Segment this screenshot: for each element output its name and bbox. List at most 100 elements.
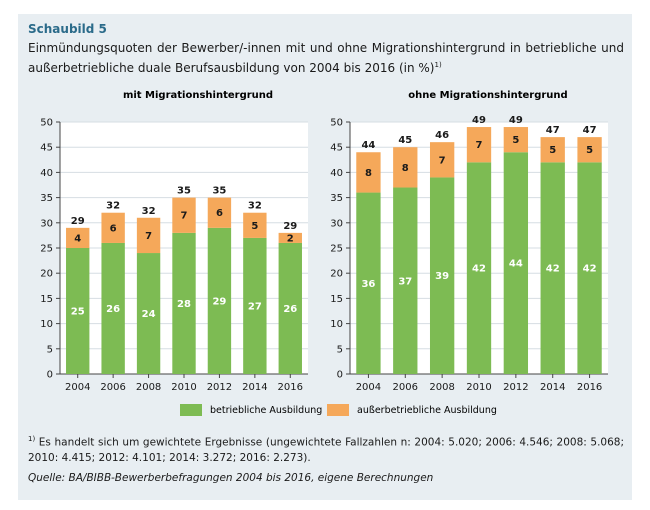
c0-total-label: 32	[248, 201, 262, 212]
c0-total-label: 29	[283, 221, 297, 232]
chart-without-migration: 0 5 10 15 20 25 30 35 40 45 50 36 8 44 2004 37 8 45 2006 39…	[330, 115, 608, 393]
c0-bar-green	[278, 242, 302, 374]
c1-total-label: 49	[472, 115, 486, 126]
c0-data-label-orange: 2	[287, 233, 294, 244]
c0-total-label: 32	[106, 201, 120, 212]
legend-item-green: betriebliche Ausbildung	[180, 404, 322, 416]
c1-bar-orange	[540, 137, 565, 163]
c0-y-tick-label: 40	[40, 168, 53, 179]
c1-y-tick-label: 30	[330, 218, 343, 229]
c0-data-label-green: 25	[71, 307, 85, 318]
c0-bar-orange	[101, 212, 125, 243]
legend-item-orange: außerbetriebliche Ausbildung	[327, 404, 497, 416]
footnote-text: Es handelt sich um gewichtete Ergebnisse…	[28, 436, 625, 464]
c1-bar-green	[466, 162, 492, 374]
c1-x-tick-label: 2006	[393, 382, 418, 393]
c0-x-tick-label: 2008	[136, 382, 161, 393]
c0-bar-green	[66, 248, 90, 374]
c1-data-label-orange: 7	[476, 140, 483, 151]
c0-data-label-orange: 5	[251, 221, 258, 232]
c0-y-tick-label: 45	[40, 143, 53, 154]
c0-data-label-orange: 6	[216, 208, 223, 219]
c0-data-label-green: 26	[106, 304, 120, 315]
c0-bar-orange	[278, 232, 302, 243]
chart-title-with-migration: mit Migrationshintergrund	[122, 90, 274, 101]
c0-y-tick-label: 25	[40, 244, 53, 255]
c1-y-tick-label: 5	[337, 344, 343, 355]
c1-bar-orange	[466, 127, 492, 163]
chart-title-without-migration: ohne Migrationshintergrund	[408, 90, 568, 101]
c1-data-label-orange: 5	[549, 145, 556, 156]
c1-x-tick-label: 2016	[577, 382, 602, 393]
c1-bar-orange	[429, 142, 455, 178]
c1-y-tick-label: 45	[330, 143, 343, 154]
figure-label: Schaubild 5	[28, 22, 107, 36]
c1-bar-green	[429, 177, 455, 374]
legend-label-green: betriebliche Ausbildung	[210, 404, 323, 416]
c1-y-tick-label: 35	[330, 193, 343, 204]
c1-bar-orange	[503, 127, 529, 153]
c1-x-tick-label: 2014	[540, 382, 565, 393]
c0-data-label-orange: 7	[181, 211, 188, 222]
c0-y-tick-label: 10	[40, 319, 53, 330]
c1-total-label: 46	[435, 130, 449, 141]
c1-data-label-green: 42	[546, 264, 560, 275]
c0-bar-orange	[207, 197, 232, 228]
c1-y-tick-label: 0	[337, 370, 343, 381]
c0-y-tick-label: 15	[40, 294, 53, 305]
c0-data-label-green: 24	[142, 309, 156, 320]
c1-total-label: 45	[398, 135, 412, 146]
c0-y-tick-label: 35	[40, 193, 53, 204]
c1-bar-green	[540, 162, 565, 374]
c0-bar-green	[243, 237, 267, 374]
c0-x-tick-label: 2006	[100, 382, 125, 393]
figure-caption: Einmündungsquoten der Bewerber/-innen mi…	[28, 40, 624, 77]
c1-x-tick-label: 2010	[466, 382, 491, 393]
legend-swatch-orange	[327, 404, 349, 416]
c1-bar-green	[393, 187, 418, 374]
c0-bar-orange	[66, 227, 90, 248]
caption-note-marker: 1)	[434, 61, 442, 69]
source-note: Quelle: BA/BIBB-Bewerberbefragungen 2004…	[28, 472, 434, 484]
c0-data-label-green: 28	[177, 299, 191, 310]
c1-data-label-green: 42	[583, 264, 597, 275]
c1-data-label-green: 39	[435, 271, 449, 282]
c0-x-tick-label: 2004	[65, 382, 90, 393]
c1-data-label-orange: 8	[402, 163, 409, 174]
c0-x-tick-label: 2014	[242, 382, 267, 393]
c1-total-label: 49	[509, 115, 523, 126]
c0-data-label-orange: 7	[145, 231, 152, 242]
c0-data-label-green: 27	[248, 301, 262, 312]
c0-x-tick-label: 2012	[207, 382, 232, 393]
c1-bar-green	[356, 192, 381, 374]
c1-data-label-orange: 7	[439, 155, 446, 166]
c0-x-tick-label: 2010	[171, 382, 196, 393]
legend-swatch-green	[180, 404, 202, 416]
c0-y-tick-label: 0	[47, 370, 53, 381]
c1-bar-green	[503, 152, 529, 374]
c1-data-label-green: 37	[398, 276, 412, 287]
c1-bar-orange	[356, 152, 381, 193]
c1-data-label-green: 36	[361, 279, 375, 290]
c0-data-label-orange: 4	[74, 233, 81, 244]
c1-x-tick-label: 2012	[503, 382, 528, 393]
c1-bar-orange	[393, 147, 418, 188]
c1-y-tick-label: 40	[330, 168, 343, 179]
c0-bar-orange	[136, 217, 161, 254]
c1-data-label-orange: 8	[365, 168, 372, 179]
c0-y-tick-label: 5	[47, 344, 53, 355]
c0-bar-orange	[243, 212, 267, 238]
c1-data-label-orange: 5	[586, 145, 593, 156]
c1-data-label-orange: 5	[512, 135, 519, 146]
c1-y-tick-label: 20	[330, 269, 343, 280]
c1-data-label-green: 44	[509, 259, 523, 270]
footnote-marker: 1)	[28, 435, 36, 443]
c0-x-tick-label: 2016	[278, 382, 303, 393]
c0-bar-green	[101, 242, 125, 374]
c0-data-label-green: 26	[283, 304, 297, 315]
chart-with-migration: 0510152025303540455025429200426632200624…	[40, 118, 308, 393]
c1-x-tick-label: 2004	[356, 382, 381, 393]
c0-bar-green	[136, 253, 161, 374]
c1-y-tick-label: 10	[330, 319, 343, 330]
c0-total-label: 29	[71, 216, 85, 227]
